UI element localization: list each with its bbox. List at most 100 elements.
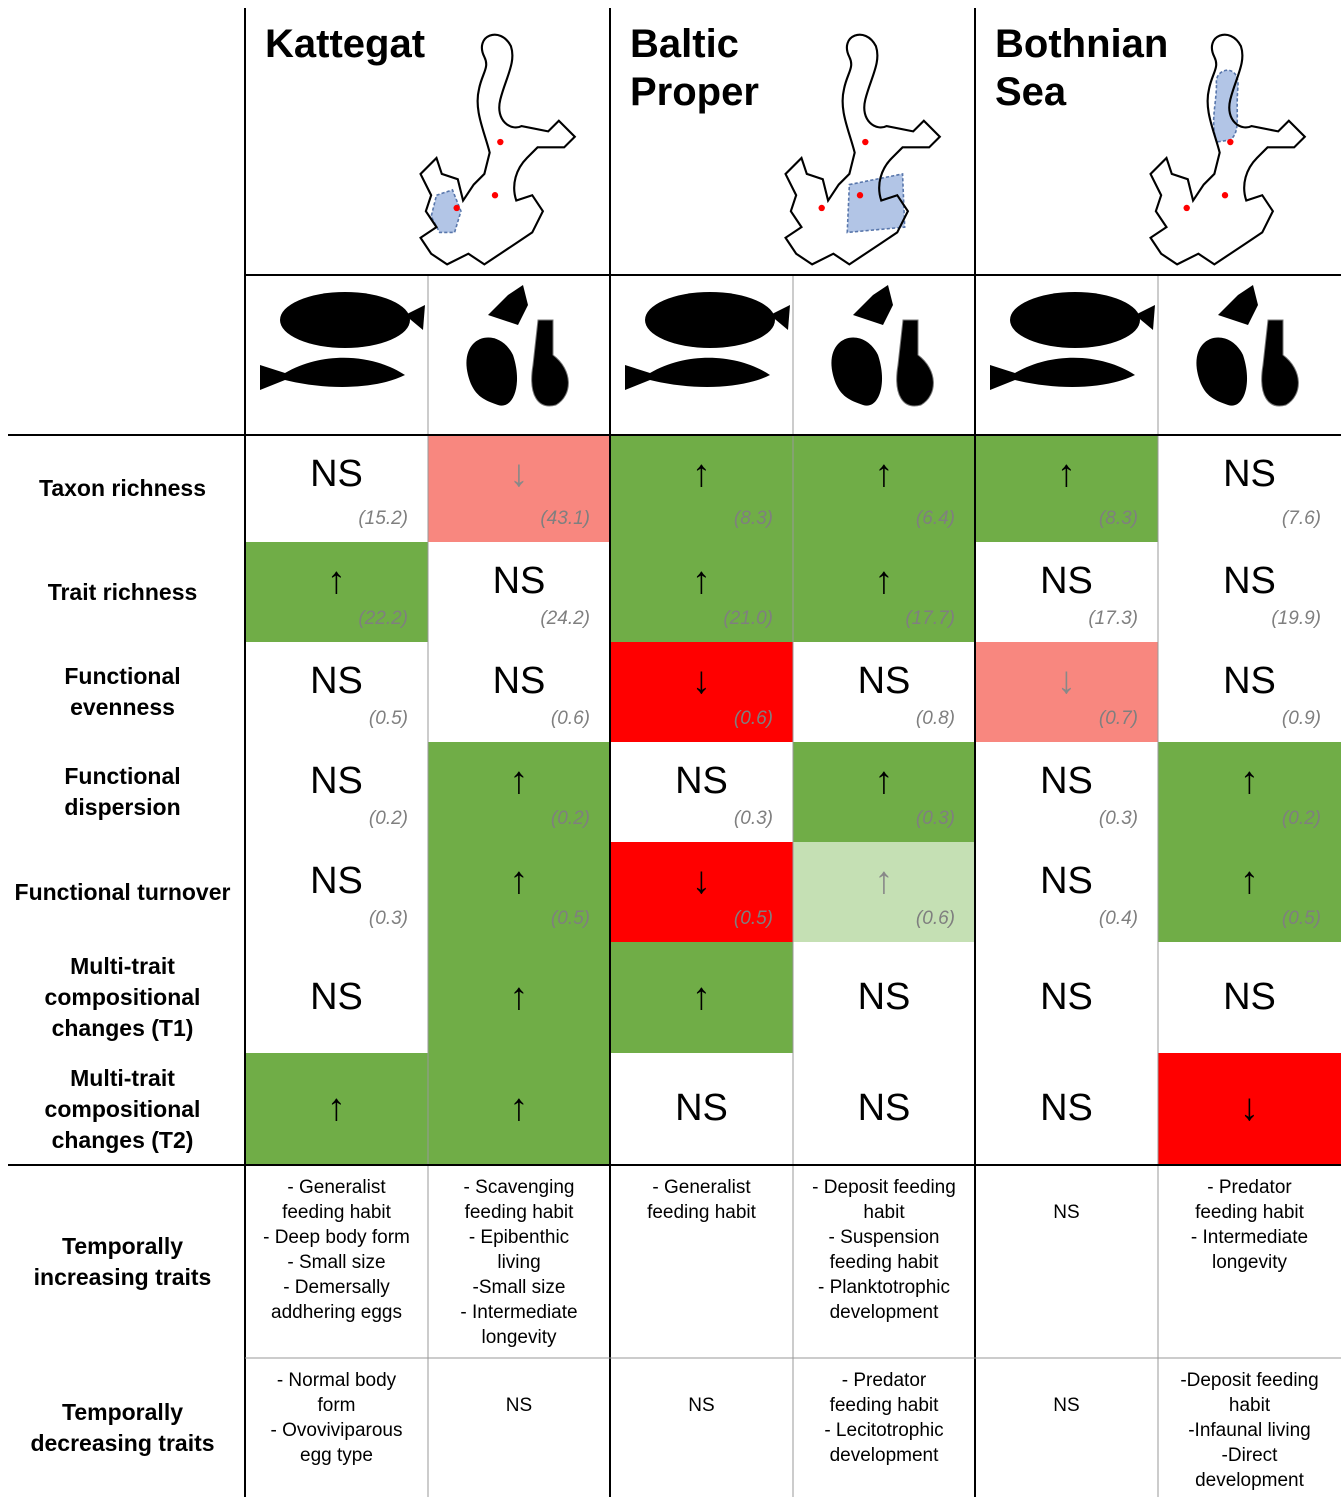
- cell-value: (0.3): [1098, 808, 1138, 829]
- trait-cell: - Normal body form - Ovoviviparous egg ty…: [245, 1358, 428, 1497]
- trait-item: - Lecitotrophic development: [824, 1420, 944, 1466]
- cell-value: (6.4): [915, 508, 955, 529]
- invertebrate-icons: [466, 285, 569, 407]
- cell: [610, 642, 793, 742]
- cell-symbol: ↑: [327, 1087, 346, 1129]
- region-name: Baltic Proper: [630, 22, 759, 114]
- cell: [1158, 642, 1341, 742]
- cell: [428, 435, 610, 542]
- cell: [245, 742, 428, 842]
- cell-symbol: NS: [857, 660, 911, 702]
- cell-symbol: ↑: [874, 860, 894, 902]
- trait-item: - Deposit feeding habit: [812, 1177, 956, 1223]
- invertebrate-icons: [831, 285, 934, 407]
- cell: [428, 942, 610, 1053]
- trait-item: - Ovoviviparous egg type: [270, 1420, 403, 1466]
- cell-value: (0.5): [1281, 908, 1321, 929]
- cell: [610, 942, 793, 1053]
- cell-symbol: ↑: [692, 560, 711, 602]
- cell-value: (0.3): [368, 908, 408, 929]
- cell-symbol: NS: [675, 1087, 728, 1129]
- cell-symbol: ↑: [509, 1087, 529, 1129]
- trait-item: - Normal body form: [276, 1370, 397, 1416]
- cell-value: (0.2): [1281, 808, 1321, 829]
- cell: [1158, 1053, 1341, 1165]
- cell-value: (21.0): [723, 608, 773, 629]
- trait-cell: NS: [610, 1358, 793, 1497]
- row-label: Functional dispersion: [64, 763, 181, 820]
- trait-item: - Planktotrophic development: [817, 1277, 950, 1323]
- cell-symbol: ↑: [509, 975, 529, 1018]
- cell-symbol: ↑: [1240, 860, 1259, 902]
- trait-cell: - Predator feeding habit - Lecitotrophic …: [793, 1358, 975, 1497]
- trait-item: - Predator feeding habit: [829, 1370, 939, 1416]
- map: [1149, 33, 1307, 266]
- cell-symbol: ↑: [692, 975, 711, 1018]
- trait-cell: NS: [975, 1165, 1158, 1358]
- cell: [610, 542, 793, 642]
- trait-item: - Intermediate longevity: [1190, 1227, 1309, 1273]
- cell: [610, 1053, 793, 1165]
- cell: [1158, 842, 1341, 942]
- cell-symbol: NS: [310, 860, 363, 902]
- cell: [610, 842, 793, 942]
- trait-item: - Predator feeding habit: [1195, 1177, 1304, 1223]
- cell-value: (7.6): [1281, 508, 1321, 529]
- cell-value: (0.6): [915, 908, 955, 929]
- cell: [975, 542, 1158, 642]
- trait-item: - Suspension feeding habit: [828, 1227, 940, 1273]
- trait-item: NS: [1053, 1202, 1080, 1223]
- trait-cell: - Scavenging feeding habit - Epibenthic l…: [428, 1165, 610, 1358]
- cell-value: (0.5): [733, 908, 773, 929]
- cell: [975, 642, 1158, 742]
- cell-symbol: ↑: [509, 860, 529, 902]
- cell: [793, 435, 975, 542]
- row-label: Temporally increasing traits: [33, 1232, 212, 1290]
- cell-value: (17.7): [905, 608, 955, 629]
- cell-symbol: NS: [1040, 860, 1093, 902]
- cell-symbol: NS: [1040, 560, 1093, 602]
- row-label: Functional turnover: [14, 878, 231, 905]
- trait-item: -Small size: [472, 1277, 566, 1298]
- cell-symbol: ↑: [509, 760, 529, 802]
- trait-item: - Epibenthic living: [468, 1227, 570, 1273]
- cell-symbol: NS: [1040, 1087, 1093, 1129]
- cell: [975, 842, 1158, 942]
- trait-cell: - Generalist feeding habit: [610, 1165, 793, 1358]
- trait-cell: NS: [975, 1358, 1158, 1497]
- trait-item: NS: [1053, 1395, 1080, 1416]
- cell: [793, 742, 975, 842]
- cell: [975, 1053, 1158, 1165]
- cell-value: (0.3): [915, 808, 955, 829]
- cell-symbol: ↑: [1240, 760, 1259, 802]
- cell-symbol: NS: [1223, 660, 1276, 702]
- cell: [245, 542, 428, 642]
- row-label: Functional evenness: [64, 663, 181, 720]
- fish-icons: [260, 292, 425, 390]
- cell: [245, 942, 428, 1053]
- row-label: Temporally decreasing traits: [30, 1398, 215, 1456]
- cell: [610, 742, 793, 842]
- cell-value: (0.6): [733, 708, 773, 729]
- cell: [793, 542, 975, 642]
- row-label: Trait richness: [47, 578, 198, 605]
- cell: [610, 435, 793, 542]
- cell: [793, 1053, 975, 1165]
- row-label: Multi-trait compositional changes (T1): [44, 953, 201, 1041]
- trait-item: NS: [688, 1395, 715, 1416]
- trait-cell: - Generalist feeding habit - Deep body fo…: [245, 1165, 428, 1358]
- trait-item: - Demersally addhering eggs: [271, 1277, 402, 1323]
- cell: [975, 742, 1158, 842]
- invertebrate-icons: [1196, 285, 1299, 407]
- cell-symbol: ↓: [1057, 660, 1076, 702]
- trait-cell: - Deposit feeding habit - Suspension feed…: [793, 1165, 975, 1358]
- cell-value: (0.7): [1098, 708, 1138, 729]
- cell-symbol: ↑: [1057, 453, 1076, 495]
- cell-value: (22.2): [358, 608, 408, 629]
- trait-cell: - Predator feeding habit - Intermediate l…: [1158, 1165, 1341, 1358]
- cell: [1158, 942, 1341, 1053]
- cell-symbol: NS: [310, 975, 363, 1018]
- cell-symbol: ↓: [692, 660, 711, 702]
- trait-item: - Generalist feeding habit: [647, 1177, 756, 1223]
